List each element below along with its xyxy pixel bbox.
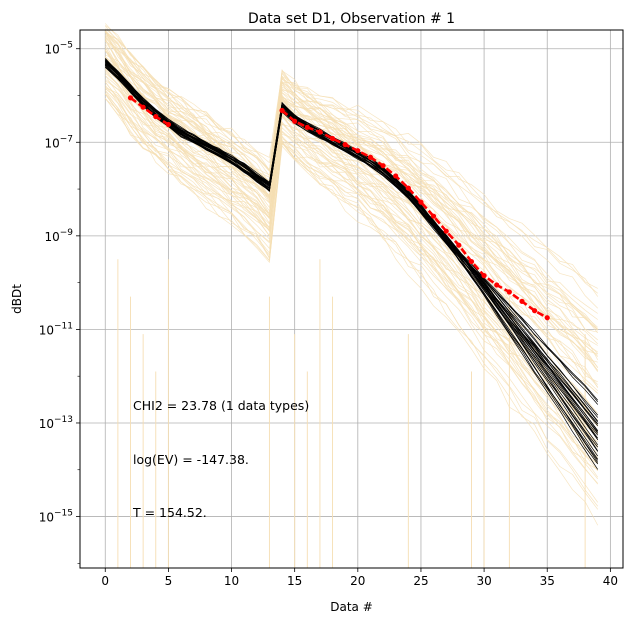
observed-point (481, 273, 487, 279)
prior-realization-line (105, 28, 598, 363)
y-tick-label: 10−7 (44, 134, 73, 150)
prior-realization-line (105, 40, 599, 389)
prior-realization-line (105, 58, 598, 459)
observed-point (127, 95, 134, 101)
observed-point (430, 213, 437, 219)
y-tick-label: 10−11 (39, 321, 73, 337)
observed-point (418, 199, 424, 205)
observed-point (506, 289, 512, 295)
posterior-realization-line (105, 66, 599, 465)
prior-realization-line (105, 87, 599, 510)
prior-realization-line (104, 31, 598, 333)
prior-realization-line (104, 36, 599, 371)
prior-realization-line (105, 78, 598, 383)
posterior-realization-line (105, 63, 599, 470)
annotation-chi2: CHI2 = 23.78 (1 data types) (133, 398, 309, 413)
x-tick-label: 15 (287, 574, 302, 588)
x-tick-label: 25 (413, 574, 428, 588)
observed-point (544, 315, 550, 321)
observed-line (129, 96, 170, 126)
y-tick-label: 10−13 (39, 415, 73, 431)
annotation-log-ev: log(EV) = -147.38. (133, 452, 249, 467)
posterior-realization-line (105, 57, 599, 445)
prior-realization-line (105, 24, 599, 416)
y-tick-label: 10−15 (39, 509, 73, 525)
prior-realization-line (105, 80, 598, 464)
prior-realization-line (104, 46, 599, 330)
prior-realization-line (104, 30, 598, 309)
prior-realization-line (105, 23, 599, 361)
x-tick-label: 40 (603, 574, 618, 588)
observed-point (443, 228, 449, 234)
observed-line (281, 109, 548, 319)
chart-title: Data set D1, Observation # 1 (248, 11, 455, 27)
annotation-t: T = 154.52. (132, 505, 207, 520)
observed-point (329, 135, 336, 142)
posterior-realization-line (105, 64, 599, 463)
observed-point (165, 121, 171, 128)
prior-realization-line (104, 75, 599, 447)
posterior-realization-line (105, 61, 599, 448)
x-tick-label: 0 (101, 574, 109, 588)
prior-realization-line (104, 84, 599, 480)
observed-point (380, 163, 386, 169)
axis-ticks: 0 5 10 15 20 25 30 35 40 10−5 10−7 10−9 10−11 10−13 10… (39, 41, 618, 588)
prior-realization-line (104, 69, 598, 464)
prior-realization-line (105, 71, 599, 472)
plot-frame (79, 29, 624, 569)
observed-point (140, 104, 146, 110)
observed-point (279, 107, 285, 114)
prior-realization-line (104, 56, 599, 459)
prior-realization-line (105, 87, 598, 356)
observed-point (456, 242, 462, 248)
observed-point (342, 142, 348, 148)
observed-point (304, 124, 310, 130)
prior-realization-line (105, 34, 598, 330)
x-tick-label: 5 (165, 574, 173, 588)
x-tick-label: 10 (224, 574, 239, 588)
prior-realization-line (104, 36, 599, 297)
posterior-realizations (105, 57, 599, 470)
x-axis-label: Data # (330, 600, 373, 614)
observed-point (317, 129, 323, 135)
prior-realization-line (104, 97, 599, 507)
observed-point (468, 258, 475, 265)
observed-point (153, 113, 159, 120)
prior-realization-line (105, 32, 598, 320)
prior-realization-line (105, 75, 599, 373)
observed-point (519, 298, 525, 304)
prior-realization-line (104, 31, 599, 371)
prior-realization-line (104, 82, 598, 392)
prior-realization-line (104, 93, 599, 503)
observed-point (292, 118, 298, 124)
posterior-realization-line (105, 64, 599, 401)
posterior-realization-line (105, 59, 599, 434)
observed-point (494, 282, 500, 288)
y-tick-label: 10−9 (44, 228, 73, 244)
prior-realization-line (104, 38, 599, 414)
prior-realization-line (104, 93, 599, 484)
observed-point (355, 148, 361, 154)
prior-realizations (104, 23, 599, 568)
observed-data (127, 95, 550, 321)
observed-point (367, 154, 374, 160)
x-tick-label: 35 (540, 574, 555, 588)
y-tick-label: 10−5 (44, 41, 73, 57)
observed-point (532, 308, 538, 314)
x-tick-label: 20 (350, 574, 365, 588)
prior-realization-line (105, 56, 598, 331)
observed-point (393, 173, 399, 179)
y-axis-label: dBDt (10, 284, 24, 314)
posterior-realization-line (105, 62, 599, 424)
x-tick-label: 30 (476, 574, 491, 588)
observed-point (405, 185, 411, 191)
